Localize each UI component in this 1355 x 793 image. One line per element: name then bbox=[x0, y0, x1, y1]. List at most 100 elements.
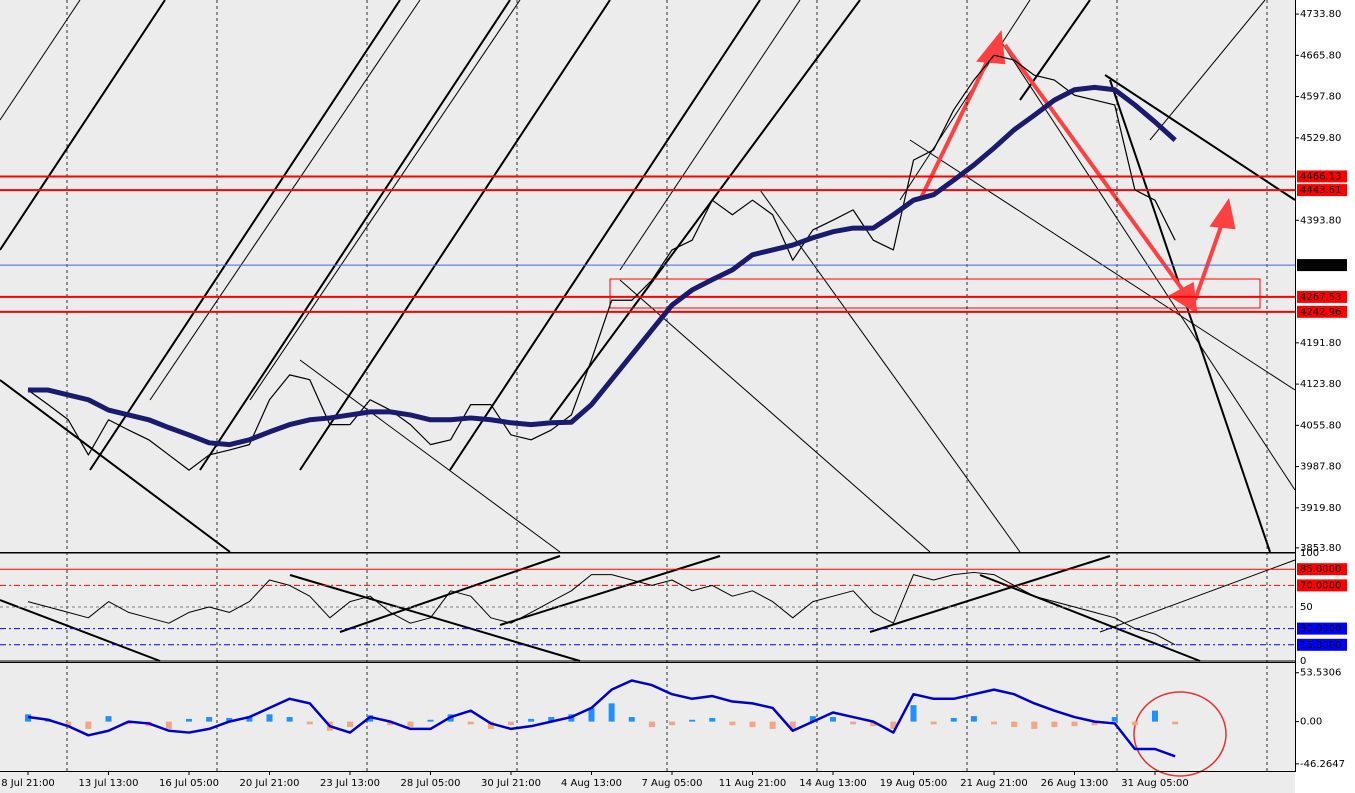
level-label: 4319.98 bbox=[1300, 260, 1341, 271]
histogram-bar bbox=[910, 705, 917, 722]
x-tick-label: 26 Aug 13:00 bbox=[1041, 778, 1108, 789]
histogram-bar bbox=[890, 721, 897, 729]
series-line bbox=[27, 679, 1176, 758]
x-tick-label: 19 Aug 05:00 bbox=[880, 778, 947, 789]
histogram-bar bbox=[508, 721, 514, 726]
histogram-bar bbox=[769, 721, 776, 729]
y-tick-label: 100 bbox=[1300, 548, 1319, 559]
annotation-arrows bbox=[918, 29, 1236, 314]
y-tick-label: 53.5306 bbox=[1300, 668, 1341, 679]
tick-label-bg bbox=[1297, 579, 1347, 592]
x-tick-label: 30 Jul 21:00 bbox=[481, 778, 541, 789]
histogram-bar bbox=[1071, 721, 1078, 727]
histogram-bar bbox=[870, 721, 877, 727]
histogram-bar bbox=[347, 721, 353, 728]
histogram-bar bbox=[648, 721, 655, 728]
y-tick-label: 0 bbox=[1300, 656, 1306, 667]
histogram-bar bbox=[528, 718, 535, 722]
x-tick-label: 8 Jul 21:00 bbox=[1, 778, 55, 789]
tick-label-bg bbox=[1297, 638, 1347, 651]
y-tick-label: -46.2647 bbox=[1300, 759, 1345, 770]
histogram-bar bbox=[306, 721, 313, 725]
y-tick-label: 3919.80 bbox=[1300, 503, 1341, 514]
series-line bbox=[27, 571, 1176, 646]
level-label: 4267.53 bbox=[1300, 292, 1341, 303]
histogram-bar bbox=[709, 717, 716, 722]
histogram-bar bbox=[1011, 721, 1018, 728]
level-label-bg bbox=[1297, 170, 1347, 183]
histogram-bar bbox=[628, 717, 635, 722]
level-label-bg bbox=[1297, 184, 1347, 197]
x-tick-label: 21 Aug 21:00 bbox=[960, 778, 1027, 789]
histogram-bar bbox=[850, 721, 857, 725]
histogram-bar bbox=[1172, 721, 1179, 725]
histogram-bar bbox=[226, 717, 233, 722]
level-label-bg bbox=[1297, 305, 1347, 318]
level-label: 4466.13 bbox=[1300, 171, 1341, 182]
histogram-bar bbox=[165, 721, 172, 729]
x-tick-label: 16 Jul 05:00 bbox=[159, 778, 219, 789]
y-tick-label: 4733.80 bbox=[1300, 9, 1341, 20]
y-tick-label: 30.0000 bbox=[1300, 624, 1341, 635]
y-tick-label: 3853.80 bbox=[1300, 543, 1341, 554]
histogram-bar bbox=[387, 721, 394, 726]
histogram-bar bbox=[407, 721, 414, 728]
histogram-bar bbox=[266, 714, 273, 722]
x-tick-label: 31 Aug 05:00 bbox=[1121, 778, 1188, 789]
axis-background bbox=[1295, 0, 1355, 793]
x-tick-label: 28 Jul 05:00 bbox=[401, 778, 461, 789]
level-label-bg bbox=[1297, 259, 1347, 272]
x-tick-label: 23 Jul 13:00 bbox=[320, 778, 380, 789]
histogram-bar bbox=[970, 716, 977, 722]
x-tick-label: 4 Aug 13:00 bbox=[561, 778, 622, 789]
histogram-bar bbox=[588, 707, 595, 722]
histogram-bar bbox=[1091, 721, 1098, 726]
y-tick-label: 3987.80 bbox=[1300, 462, 1341, 473]
histogram-bar bbox=[105, 716, 112, 722]
histogram-bar bbox=[1111, 717, 1118, 722]
histogram-bar bbox=[830, 717, 836, 722]
histogram-bar bbox=[548, 717, 555, 722]
y-tick-label: 85.0000 bbox=[1300, 564, 1341, 575]
histogram-bar bbox=[1051, 721, 1058, 728]
histogram-bar bbox=[1031, 721, 1038, 729]
tick-label-bg bbox=[1297, 622, 1347, 635]
y-tick-label: 50 bbox=[1300, 602, 1313, 613]
histogram-bar bbox=[950, 717, 957, 722]
histogram-bar bbox=[930, 721, 937, 725]
histogram-bar bbox=[487, 721, 494, 729]
y-tick-label: 70.0000 bbox=[1300, 580, 1341, 591]
histogram-bar bbox=[809, 716, 816, 722]
level-label: 4443.61 bbox=[1300, 185, 1341, 196]
histogram-bar bbox=[689, 719, 696, 722]
histogram-bar bbox=[669, 721, 675, 726]
drawing-objects bbox=[0, 0, 1296, 662]
histogram-bar bbox=[608, 703, 615, 722]
y-tick-label: 4055.80 bbox=[1300, 420, 1341, 431]
y-tick-label: 4191.80 bbox=[1300, 338, 1341, 349]
histogram-bar bbox=[246, 716, 253, 722]
y-tick-label: 15.0000 bbox=[1300, 640, 1341, 651]
histogram-bar bbox=[729, 721, 736, 726]
x-tick-label: 13 Jul 13:00 bbox=[79, 778, 139, 789]
histogram-bar bbox=[1131, 721, 1138, 726]
y-tick-label: 0.00 bbox=[1300, 717, 1322, 728]
series-line bbox=[27, 54, 1176, 471]
histogram-bar bbox=[991, 721, 997, 725]
histogram-bar bbox=[65, 721, 72, 727]
histogram-bar bbox=[427, 719, 434, 722]
y-tick-label: 4665.80 bbox=[1300, 50, 1341, 61]
histogram-bar bbox=[206, 717, 213, 722]
histogram-bar bbox=[186, 718, 192, 722]
x-tick-label: 7 Aug 05:00 bbox=[641, 778, 702, 789]
histogram-bar bbox=[789, 721, 796, 731]
histogram-bar bbox=[1152, 710, 1158, 722]
y-tick-label: 4529.80 bbox=[1300, 133, 1341, 144]
plot-background bbox=[0, 0, 1295, 793]
histogram-bar bbox=[749, 721, 756, 728]
highlight-circle bbox=[1133, 691, 1227, 777]
y-tick-label: 4123.80 bbox=[1300, 379, 1341, 390]
x-tick-label: 20 Jul 21:00 bbox=[240, 778, 300, 789]
histogram-bar bbox=[286, 717, 293, 722]
